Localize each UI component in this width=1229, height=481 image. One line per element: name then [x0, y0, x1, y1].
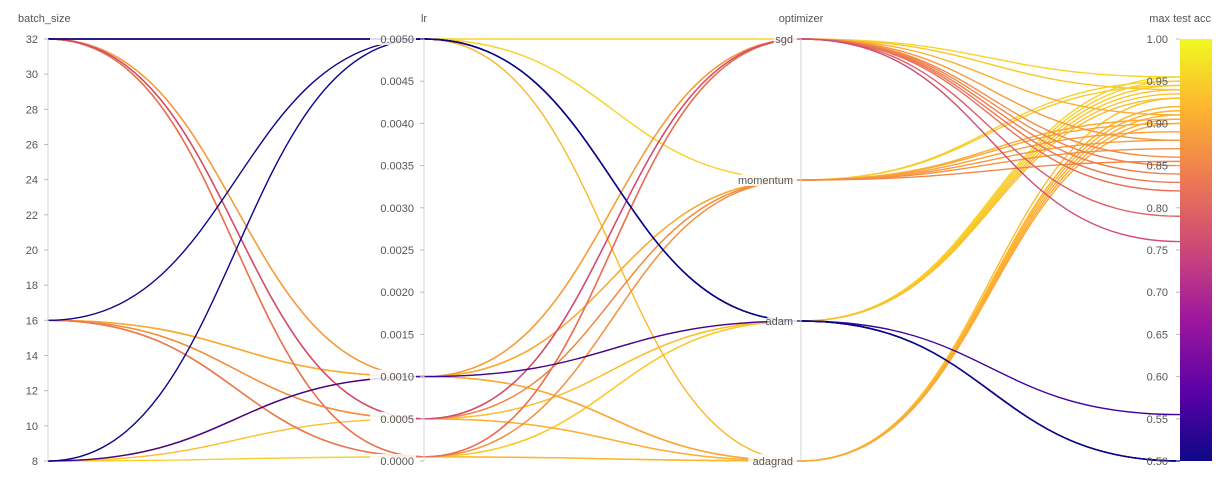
run-line: [47, 38, 1181, 462]
tick-label-batch_size: 30: [26, 69, 38, 81]
tick-label-bg: [370, 116, 416, 130]
run-line: [47, 38, 1181, 420]
tick-label-batch_size: 8: [32, 456, 38, 468]
tick-label-batch_size: 18: [26, 280, 38, 292]
colorbar: [1180, 39, 1212, 461]
run-line: [47, 38, 1181, 420]
tick-label-bg: [370, 74, 416, 88]
axis-title-optimizer: optimizer: [779, 13, 824, 25]
tick-label-bg: [370, 454, 416, 467]
run-line: [47, 38, 1181, 462]
category-label-bg: [741, 173, 797, 186]
run-line: [47, 80, 1181, 462]
run-line: [47, 88, 1181, 378]
tick-label-lr: 0.0025: [380, 245, 414, 257]
run-line: [47, 105, 1181, 462]
tick-label-lr: 0.0000: [380, 456, 414, 468]
axes: batch_size lr optimizer max test acc 8 10…: [18, 13, 1211, 468]
run-line: [47, 105, 1181, 462]
tick-label-batch_size: 28: [26, 104, 38, 116]
run-line: [47, 38, 1181, 458]
run-line: [47, 38, 1181, 420]
category-label-adagrad: adagrad: [753, 456, 793, 468]
tick-label-batch_size: 14: [26, 351, 38, 363]
category-label-momentum: momentum: [738, 175, 793, 187]
run-line: [47, 38, 1181, 78]
tick-label-lr: 0.0050: [380, 34, 414, 46]
tick-label-max_test_acc: 0.95: [1147, 76, 1168, 88]
run-line: [47, 38, 1181, 420]
tick-label-lr: 0.0035: [380, 161, 414, 173]
tick-label-lr: 0.0015: [380, 329, 414, 341]
tick-label-bg: [370, 327, 416, 341]
tick-label-max_test_acc: 0.55: [1147, 414, 1168, 426]
tick-label-lr: 0.0010: [380, 372, 414, 384]
tick-label-batch_size: 26: [26, 140, 38, 152]
tick-label-batch_size: 32: [26, 34, 38, 46]
category-label-bg: [748, 454, 797, 467]
run-line: [47, 97, 1181, 462]
tick-label-max_test_acc: 1.00: [1147, 34, 1168, 46]
tick-label-bg: [370, 369, 416, 383]
axis-title-batch-size: batch_size: [18, 13, 71, 25]
tick-label-batch_size: 16: [26, 315, 38, 327]
tick-label-batch_size: 10: [26, 421, 38, 433]
category-label-sgd: sgd: [775, 34, 793, 46]
tick-label-bg: [370, 32, 416, 45]
axis-title-max-test-acc: max test acc: [1149, 13, 1211, 25]
run-line: [47, 114, 1181, 462]
tick-label-lr: 0.0040: [380, 118, 414, 130]
tick-label-batch_size: 24: [26, 175, 38, 187]
tick-label-batch_size: 12: [26, 386, 38, 398]
tick-label-lr: 0.0030: [380, 203, 414, 215]
tick-label-max_test_acc: 0.85: [1147, 161, 1168, 173]
tick-label-bg: [370, 411, 416, 425]
tick-label-batch_size: 22: [26, 210, 38, 222]
run-line: [47, 76, 1181, 458]
tick-label-max_test_acc: 0.80: [1147, 203, 1168, 215]
run-line: [47, 122, 1181, 462]
tick-label-max_test_acc: 0.65: [1147, 329, 1168, 341]
run-line: [47, 320, 1181, 462]
tick-label-bg: [370, 200, 416, 214]
tick-label-max_test_acc: 0.75: [1147, 245, 1168, 257]
tick-label-max_test_acc: 0.90: [1147, 118, 1168, 130]
tick-label-lr: 0.0045: [380, 76, 414, 88]
run-lines: [47, 38, 1181, 462]
tick-label-batch_size: 20: [26, 245, 38, 257]
tick-label-bg: [370, 285, 416, 299]
category-label-bg: [767, 314, 797, 327]
tick-label-bg: [370, 158, 416, 172]
tick-label-bg: [370, 243, 416, 256]
axis-title-lr: lr: [421, 13, 427, 25]
category-label-bg: [773, 32, 797, 45]
tick-label-lr: 0.0020: [380, 287, 414, 299]
tick-label-max_test_acc: 0.50: [1147, 456, 1168, 468]
run-line: [47, 84, 1181, 378]
tick-label-max_test_acc: 0.60: [1147, 372, 1168, 384]
tick-label-max_test_acc: 0.70: [1147, 287, 1168, 299]
category-label-adam: adam: [765, 316, 793, 328]
tick-label-lr: 0.0005: [380, 414, 414, 426]
colorbar-rect: [1180, 39, 1212, 461]
